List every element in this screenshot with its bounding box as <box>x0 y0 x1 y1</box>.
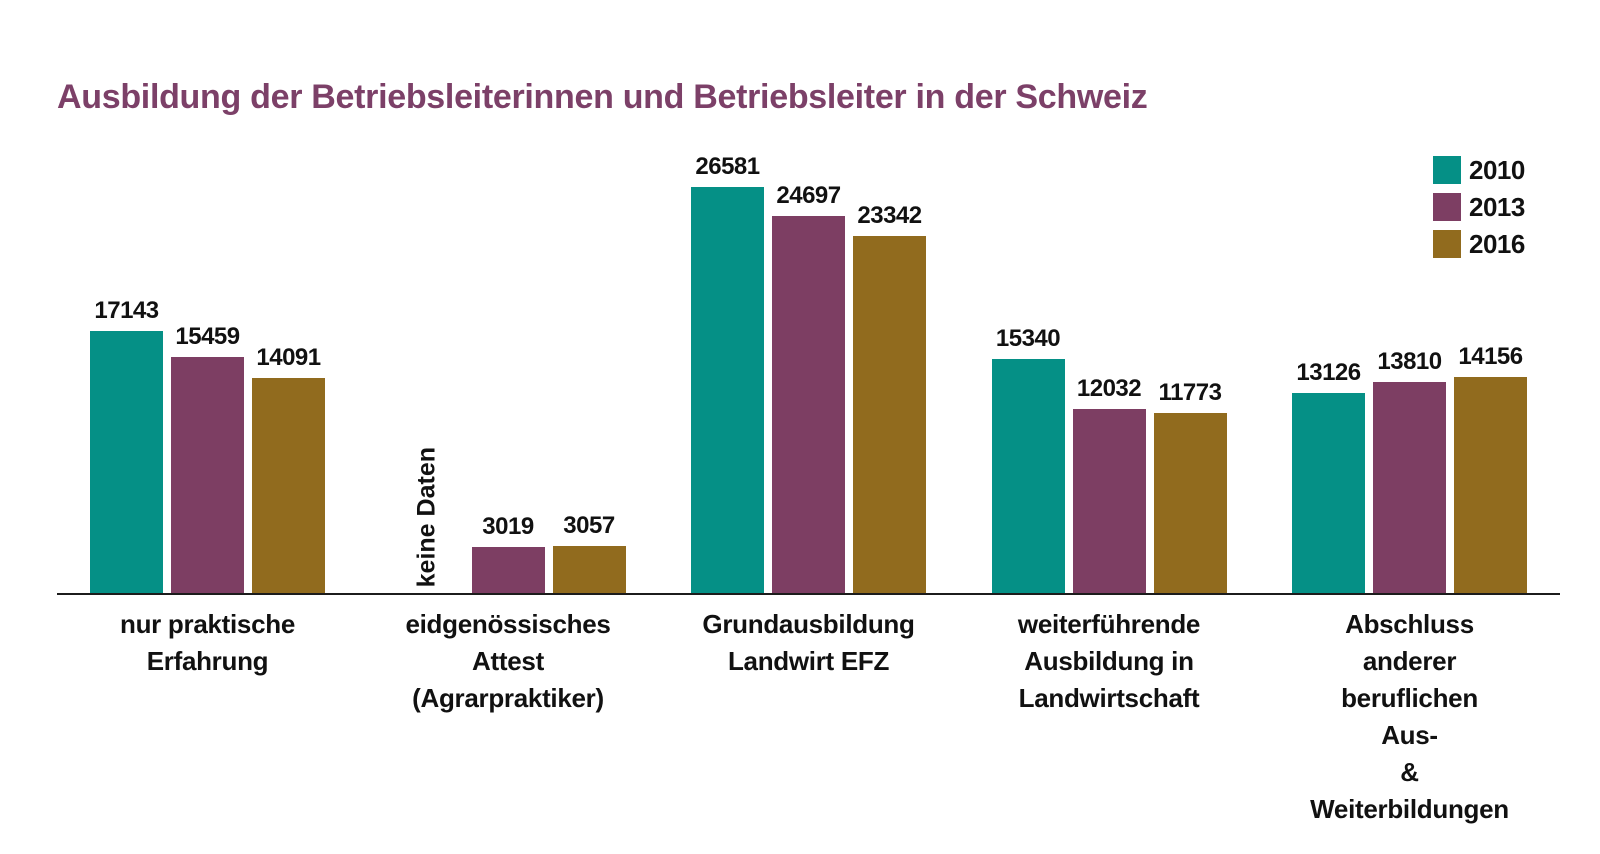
bar-2013-category-4 <box>1072 409 1146 593</box>
value-label-2010-category-3: 26581 <box>695 153 760 180</box>
value-label-2010-category-1: 17143 <box>94 297 159 324</box>
bar-2010-category-3 <box>691 187 764 593</box>
category-label-5: Abschluss anderer beruflichen Aus- & Wei… <box>1310 609 1509 824</box>
bar-2016-category-2 <box>552 546 626 593</box>
bar-2013-category-3 <box>772 216 845 593</box>
bar-2010-category-5 <box>1292 393 1365 593</box>
bar-2016-category-5 <box>1454 377 1527 593</box>
legend-item-2010: 2010 <box>1433 156 1525 184</box>
legend-swatch-2010 <box>1433 156 1461 184</box>
bar-2016-category-4 <box>1153 413 1227 593</box>
chart-legend: 2010 2013 2016 <box>1433 156 1525 258</box>
value-label-2016-category-5: 14156 <box>1458 343 1523 370</box>
legend-label-2013: 2013 <box>1469 192 1525 222</box>
value-label-2013-category-4: 12032 <box>1076 375 1142 402</box>
value-label-2010-category-5: 13126 <box>1296 359 1361 386</box>
bar-2013-category-2 <box>471 547 545 593</box>
bar-2013-category-5 <box>1373 382 1446 593</box>
category-label-1: nur praktische Erfahrung <box>120 609 295 676</box>
value-label-2016-category-2: 3057 <box>563 512 615 539</box>
x-axis-line <box>57 593 1560 595</box>
legend-label-2016: 2016 <box>1469 229 1525 259</box>
value-label-2013-category-5: 13810 <box>1377 348 1442 375</box>
no-data-label-2010: keine Daten <box>412 446 441 587</box>
value-label-2010-category-4: 15340 <box>995 325 1061 352</box>
category-label-4: weiterführende Ausbildung in Landwirtsch… <box>1017 609 1201 713</box>
legend-item-2016: 2016 <box>1433 230 1525 258</box>
value-label-2013-category-1: 15459 <box>175 323 240 350</box>
bar-2010-category-4 <box>991 359 1065 593</box>
bar-2010-category-1 <box>90 331 163 593</box>
bar-2016-category-3 <box>853 236 926 593</box>
bar-2016-category-1 <box>252 378 325 593</box>
plot-area: 17143 15459 14091 keine Daten 3019 3057 26581 2… <box>57 153 1560 595</box>
bar-2013-category-1 <box>171 357 244 593</box>
category-label-3: Grundausbildung Landwirt EFZ <box>702 609 915 676</box>
legend-swatch-2013 <box>1433 193 1461 221</box>
legend-swatch-2016 <box>1433 230 1461 258</box>
category-label-2: eidgenössisches Attest (Agrarpraktiker) <box>405 609 611 713</box>
legend-item-2013: 2013 <box>1433 193 1525 221</box>
value-label-2016-category-3: 23342 <box>857 202 922 229</box>
value-label-2013-category-2: 3019 <box>482 513 534 540</box>
chart-title: Ausbildung der Betriebsleiterinnen und B… <box>57 78 1148 116</box>
value-label-2016-category-1: 14091 <box>256 344 321 371</box>
x-axis-category-labels: nur praktische Erfahrung eidgenössisches … <box>0 606 1600 824</box>
legend-label-2010: 2010 <box>1469 155 1525 185</box>
value-label-2016-category-4: 11773 <box>1158 379 1222 406</box>
value-label-2013-category-3: 24697 <box>776 182 841 209</box>
